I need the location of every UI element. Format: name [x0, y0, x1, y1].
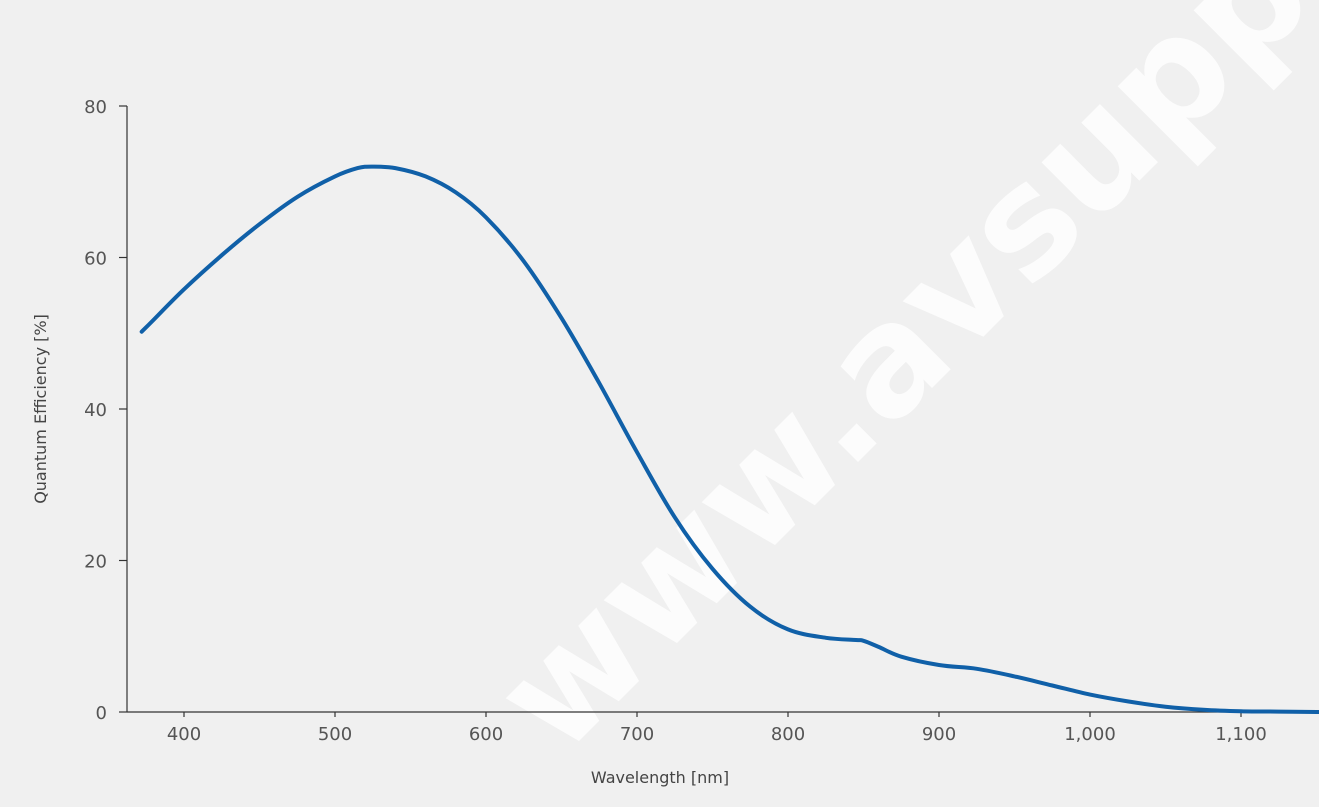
x-tick-label: 400	[167, 724, 201, 745]
quantum-efficiency-curve	[139, 164, 1319, 715]
x-axis-ticks: 400 500 600 700 800 900 1,000 1,100	[167, 712, 1267, 745]
x-tick-label: 900	[922, 724, 956, 745]
watermark: www.avsupply.com	[462, 0, 1319, 785]
y-axis-title: Quantum Efficiency [%]	[31, 314, 50, 504]
x-tick-label: 500	[318, 724, 352, 745]
x-axis-title: Wavelength [nm]	[591, 768, 729, 787]
y-tick-label: 80	[84, 97, 107, 118]
x-tick-label: 600	[469, 724, 503, 745]
x-tick-label: 700	[620, 724, 654, 745]
x-tick-label: 1,000	[1064, 724, 1116, 745]
y-tick-label: 0	[96, 703, 107, 724]
x-tick-label: 800	[771, 724, 805, 745]
y-tick-label: 20	[84, 552, 107, 573]
x-tick-label: 1,100	[1215, 724, 1267, 745]
y-axis-ticks: 0 20 40 60 80	[84, 97, 127, 724]
y-tick-label: 40	[84, 400, 107, 421]
y-tick-label: 60	[84, 249, 107, 270]
